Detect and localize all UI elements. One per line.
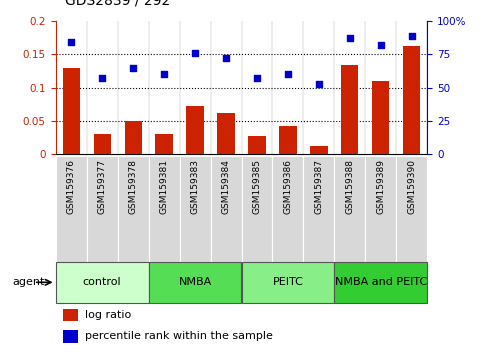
Bar <box>272 156 303 262</box>
Bar <box>94 134 111 154</box>
Bar <box>366 156 397 262</box>
Point <box>191 50 199 56</box>
Bar <box>372 81 389 154</box>
Text: GSM159386: GSM159386 <box>284 159 293 214</box>
Text: GSM159376: GSM159376 <box>67 159 75 214</box>
Point <box>408 33 416 39</box>
Bar <box>117 156 149 262</box>
Text: GSM159384: GSM159384 <box>222 159 230 214</box>
Point <box>377 42 385 48</box>
Bar <box>311 146 327 154</box>
Bar <box>125 121 142 154</box>
Bar <box>397 156 427 262</box>
Point <box>129 65 137 70</box>
Bar <box>156 134 172 154</box>
Bar <box>242 156 272 262</box>
Point <box>160 72 168 77</box>
Text: GDS2839 / 292: GDS2839 / 292 <box>65 0 170 7</box>
Text: GSM159378: GSM159378 <box>128 159 138 214</box>
Text: percentile rank within the sample: percentile rank within the sample <box>85 331 273 341</box>
Bar <box>303 156 334 262</box>
Bar <box>403 46 421 154</box>
Bar <box>56 156 86 262</box>
Bar <box>217 113 235 154</box>
Text: PEITC: PEITC <box>272 277 303 287</box>
Point <box>284 72 292 77</box>
Bar <box>149 262 242 303</box>
Bar <box>280 126 297 154</box>
Bar <box>149 156 180 262</box>
Point <box>222 56 230 61</box>
Text: GSM159387: GSM159387 <box>314 159 324 214</box>
Text: GSM159381: GSM159381 <box>159 159 169 214</box>
Bar <box>211 156 242 262</box>
Bar <box>63 309 78 321</box>
Text: NMBA: NMBA <box>178 277 212 287</box>
Text: GSM159388: GSM159388 <box>345 159 355 214</box>
Point <box>315 81 323 86</box>
Point <box>346 36 354 41</box>
Bar <box>56 262 149 303</box>
Bar <box>180 156 211 262</box>
Bar <box>341 65 358 154</box>
Text: GSM159390: GSM159390 <box>408 159 416 214</box>
Text: GSM159377: GSM159377 <box>98 159 107 214</box>
Text: GSM159385: GSM159385 <box>253 159 261 214</box>
Bar <box>334 262 427 303</box>
Text: GSM159389: GSM159389 <box>376 159 385 214</box>
Bar <box>62 68 80 154</box>
Bar <box>248 136 266 154</box>
Text: NMBA and PEITC: NMBA and PEITC <box>335 277 427 287</box>
Bar <box>63 330 78 343</box>
Text: control: control <box>83 277 121 287</box>
Bar <box>86 156 117 262</box>
Point <box>98 75 106 81</box>
Bar <box>242 262 334 303</box>
Bar <box>334 156 366 262</box>
Point <box>253 75 261 81</box>
Point <box>67 40 75 45</box>
Text: GSM159383: GSM159383 <box>190 159 199 214</box>
Bar <box>186 105 203 154</box>
Text: log ratio: log ratio <box>85 310 131 320</box>
Text: agent: agent <box>12 277 44 287</box>
